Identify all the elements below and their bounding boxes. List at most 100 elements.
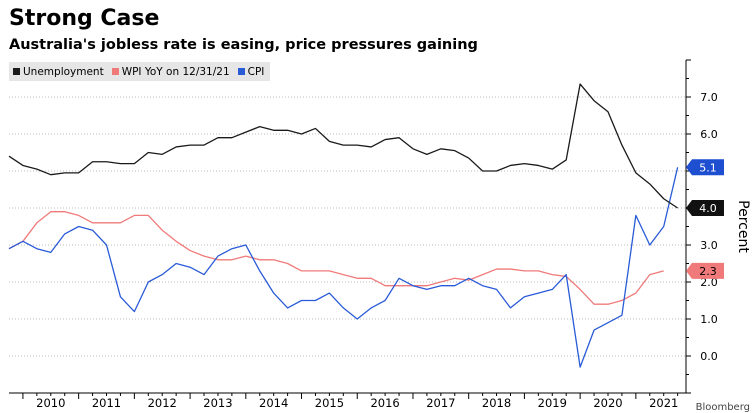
data-point-cpi[interactable]: [480, 284, 484, 288]
data-point-cpi[interactable]: [174, 261, 178, 265]
data-point-wpi[interactable]: [132, 213, 136, 217]
data-point-wpi[interactable]: [606, 302, 610, 306]
data-point-unemployment[interactable]: [35, 167, 39, 171]
data-point-unemployment[interactable]: [327, 139, 331, 143]
data-point-unemployment[interactable]: [160, 152, 164, 156]
data-point-cpi[interactable]: [425, 287, 429, 291]
data-point-unemployment[interactable]: [662, 197, 666, 201]
data-point-cpi[interactable]: [564, 272, 568, 276]
data-point-cpi[interactable]: [271, 291, 275, 295]
data-point-wpi[interactable]: [578, 287, 582, 291]
data-point-unemployment[interactable]: [383, 137, 387, 141]
data-point-wpi[interactable]: [258, 258, 262, 262]
data-point-unemployment[interactable]: [188, 143, 192, 147]
data-point-wpi[interactable]: [174, 239, 178, 243]
data-point-cpi[interactable]: [258, 269, 262, 273]
data-point-wpi[interactable]: [592, 302, 596, 306]
data-point-cpi[interactable]: [76, 224, 80, 228]
data-point-cpi[interactable]: [132, 309, 136, 313]
data-point-cpi[interactable]: [383, 298, 387, 302]
data-point-unemployment[interactable]: [397, 136, 401, 140]
data-point-cpi[interactable]: [35, 247, 39, 251]
data-point-unemployment[interactable]: [411, 147, 415, 151]
data-point-unemployment[interactable]: [63, 171, 67, 175]
data-point-unemployment[interactable]: [146, 150, 150, 154]
data-point-cpi[interactable]: [327, 291, 331, 295]
data-point-cpi[interactable]: [216, 254, 220, 258]
data-point-cpi[interactable]: [411, 284, 415, 288]
legend-item-cpi[interactable]: CPI: [237, 66, 264, 78]
data-point-unemployment[interactable]: [439, 147, 443, 151]
data-point-unemployment[interactable]: [578, 82, 582, 86]
data-point-unemployment[interactable]: [7, 154, 11, 158]
data-point-wpi[interactable]: [271, 258, 275, 262]
data-point-unemployment[interactable]: [299, 132, 303, 136]
data-point-unemployment[interactable]: [620, 143, 624, 147]
series-line-cpi[interactable]: [8, 167, 679, 368]
data-point-wpi[interactable]: [104, 221, 108, 225]
data-point-wpi[interactable]: [35, 221, 39, 225]
data-point-cpi[interactable]: [355, 317, 359, 321]
data-point-cpi[interactable]: [118, 295, 122, 299]
data-point-cpi[interactable]: [439, 284, 443, 288]
data-point-unemployment[interactable]: [313, 126, 317, 130]
data-point-cpi[interactable]: [592, 328, 596, 332]
data-point-cpi[interactable]: [202, 272, 206, 276]
legend-item-wpi[interactable]: WPI YoY on 12/31/21: [111, 66, 230, 78]
data-point-unemployment[interactable]: [258, 124, 262, 128]
data-point-unemployment[interactable]: [202, 143, 206, 147]
data-point-unemployment[interactable]: [271, 128, 275, 132]
data-point-cpi[interactable]: [63, 232, 67, 236]
legend-item-unemployment[interactable]: Unemployment: [13, 66, 104, 78]
data-point-unemployment[interactable]: [564, 158, 568, 162]
data-point-cpi[interactable]: [453, 284, 457, 288]
data-point-wpi[interactable]: [49, 210, 53, 214]
data-point-unemployment[interactable]: [592, 99, 596, 103]
data-point-unemployment[interactable]: [341, 143, 345, 147]
data-point-wpi[interactable]: [313, 269, 317, 273]
data-point-wpi[interactable]: [383, 284, 387, 288]
data-point-cpi[interactable]: [634, 213, 638, 217]
data-point-wpi[interactable]: [76, 213, 80, 217]
data-point-wpi[interactable]: [202, 254, 206, 258]
data-point-wpi[interactable]: [118, 221, 122, 225]
data-point-cpi[interactable]: [536, 291, 540, 295]
data-point-wpi[interactable]: [536, 269, 540, 273]
data-point-cpi[interactable]: [466, 276, 470, 280]
data-point-unemployment[interactable]: [536, 163, 540, 167]
data-point-wpi[interactable]: [63, 210, 67, 214]
data-point-unemployment[interactable]: [285, 128, 289, 132]
data-point-wpi[interactable]: [230, 258, 234, 262]
data-point-cpi[interactable]: [7, 247, 11, 251]
data-point-wpi[interactable]: [299, 269, 303, 273]
data-point-wpi[interactable]: [634, 291, 638, 295]
data-point-wpi[interactable]: [648, 272, 652, 276]
data-point-wpi[interactable]: [90, 221, 94, 225]
data-point-cpi[interactable]: [49, 250, 53, 254]
data-point-unemployment[interactable]: [453, 148, 457, 152]
data-point-unemployment[interactable]: [425, 152, 429, 156]
data-point-wpi[interactable]: [285, 261, 289, 265]
data-point-wpi[interactable]: [522, 269, 526, 273]
data-point-unemployment[interactable]: [550, 167, 554, 171]
data-point-cpi[interactable]: [606, 321, 610, 325]
data-point-unemployment[interactable]: [606, 110, 610, 114]
data-point-unemployment[interactable]: [508, 163, 512, 167]
data-point-cpi[interactable]: [160, 272, 164, 276]
data-point-wpi[interactable]: [188, 248, 192, 252]
data-point-cpi[interactable]: [397, 276, 401, 280]
data-point-unemployment[interactable]: [466, 156, 470, 160]
data-point-wpi[interactable]: [341, 272, 345, 276]
data-point-wpi[interactable]: [662, 269, 666, 273]
data-point-cpi[interactable]: [341, 306, 345, 310]
data-point-unemployment[interactable]: [369, 145, 373, 149]
data-point-unemployment[interactable]: [104, 160, 108, 164]
data-point-cpi[interactable]: [285, 306, 289, 310]
data-point-cpi[interactable]: [662, 224, 666, 228]
data-point-cpi[interactable]: [21, 239, 25, 243]
data-point-wpi[interactable]: [508, 267, 512, 271]
data-point-unemployment[interactable]: [355, 143, 359, 147]
data-point-cpi[interactable]: [675, 165, 679, 169]
data-point-unemployment[interactable]: [675, 206, 679, 210]
data-point-wpi[interactable]: [369, 276, 373, 280]
